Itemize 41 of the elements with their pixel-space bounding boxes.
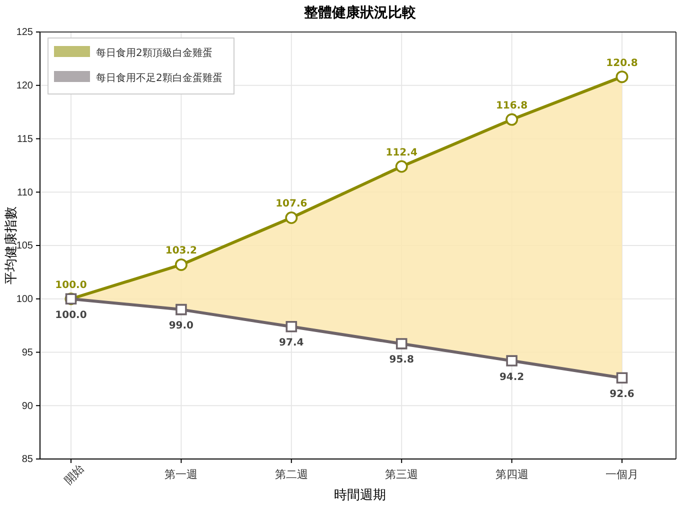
point <box>506 113 518 126</box>
point <box>285 212 298 224</box>
data-label: 107.6 <box>276 198 308 210</box>
y-tick-label: 125 <box>16 27 34 38</box>
data-label: 100.0 <box>55 310 87 321</box>
y-tick-label: 90 <box>22 400 34 412</box>
y-tick-label: 95 <box>22 347 34 358</box>
x-tick-label: 開始 <box>62 463 87 488</box>
legend-label: 每日食用2顆頂級白金雞蛋 <box>96 47 212 59</box>
data-label: 112.4 <box>386 148 418 159</box>
data-label: 120.8 <box>606 58 638 69</box>
point <box>176 304 187 316</box>
y-tick-label: 110 <box>17 187 34 198</box>
point <box>174 258 188 271</box>
point <box>395 160 408 173</box>
data-label: 99.0 <box>168 320 194 332</box>
y-tick-label: 105 <box>16 240 34 252</box>
point <box>616 372 628 384</box>
point <box>286 320 298 332</box>
x-tick-label: 第二週 <box>274 469 308 482</box>
data-label: 95.8 <box>389 354 414 366</box>
data-label: 94.2 <box>499 372 524 383</box>
data-label: 100.0 <box>55 280 87 291</box>
y-tick-label: 115 <box>17 134 34 145</box>
data-label: 97.4 <box>279 338 304 349</box>
x-tick-label: 一個月 <box>606 469 638 482</box>
chart-title: 整體健康狀況比較 <box>303 4 417 21</box>
point <box>506 355 518 366</box>
y-tick-label: 120 <box>16 80 34 92</box>
x-tick-label: 第三週 <box>385 469 418 482</box>
point <box>396 338 408 350</box>
y-tick-label: 85 <box>22 454 34 466</box>
x-tick-label: 第四週 <box>495 469 528 482</box>
x-axis-title: 時間週期 <box>334 488 386 503</box>
x-tick-label: 第一週 <box>164 469 198 482</box>
data-label: 92.6 <box>610 388 634 400</box>
data-label: 116.8 <box>496 100 528 112</box>
y-tick-label: 100 <box>16 294 34 306</box>
legend-label: 每日食用不足2顆白金蛋雞蛋 <box>96 72 222 84</box>
data-label: 103.2 <box>165 246 198 257</box>
point <box>616 70 628 84</box>
